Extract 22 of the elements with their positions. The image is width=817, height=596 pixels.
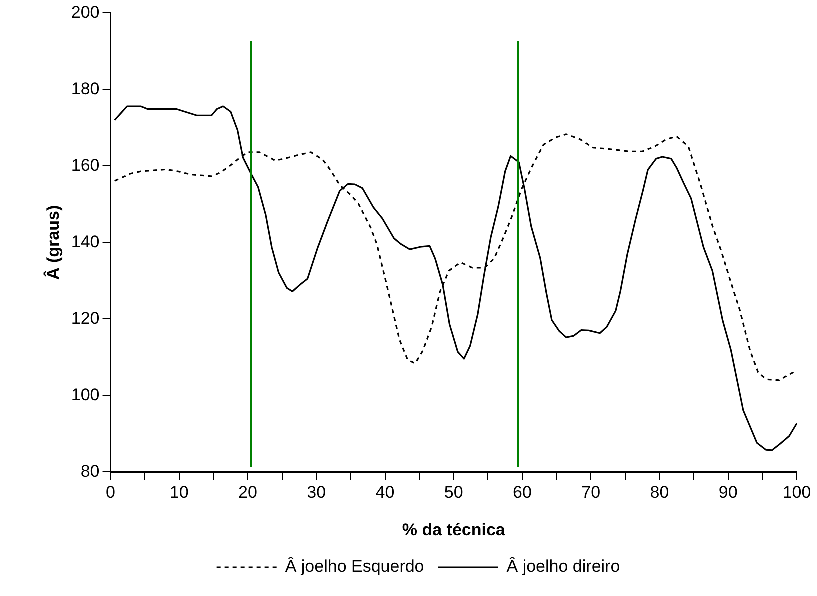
x-tick-label: 10 bbox=[170, 483, 189, 502]
x-tick-label: 20 bbox=[238, 483, 258, 502]
x-tick-label: 30 bbox=[307, 483, 326, 502]
y-tick-label: 180 bbox=[71, 79, 100, 98]
y-tick-label: 200 bbox=[71, 2, 100, 22]
y-tick-label: 140 bbox=[71, 232, 100, 252]
y-tick-label: 100 bbox=[71, 385, 100, 404]
legend-label: Â joelho direiro bbox=[506, 557, 620, 576]
x-tick-label: 40 bbox=[376, 483, 395, 502]
x-tick-label: 50 bbox=[444, 483, 464, 502]
x-tick-label: 60 bbox=[513, 483, 532, 502]
x-tick-label: 0 bbox=[106, 483, 116, 502]
x-tick-label: 90 bbox=[718, 483, 738, 502]
x-tick-label: 70 bbox=[582, 483, 601, 502]
y-axis-title: Â (graus) bbox=[42, 205, 63, 280]
x-tick-label: 100 bbox=[782, 483, 812, 502]
legend-label: Â joelho Esquerdo bbox=[285, 557, 424, 576]
y-tick-label: 160 bbox=[71, 156, 100, 175]
x-tick-label: 80 bbox=[650, 483, 670, 502]
y-tick-label: 80 bbox=[80, 462, 100, 481]
y-tick-label: 120 bbox=[71, 308, 100, 328]
x-axis-title: % da técnica bbox=[402, 520, 506, 540]
